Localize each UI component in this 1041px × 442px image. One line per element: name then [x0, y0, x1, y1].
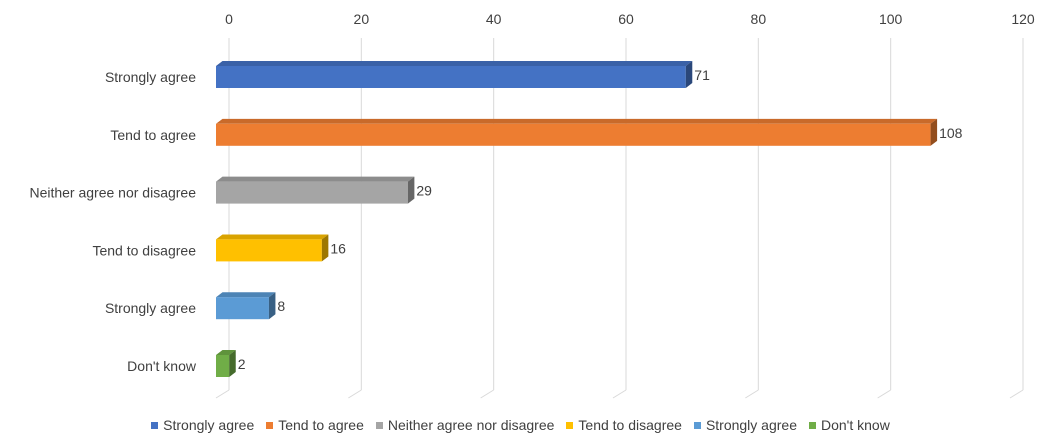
legend-label: Strongly agree [705, 417, 797, 433]
legend-swatch [375, 421, 383, 429]
legend-label: Strongly agree [163, 417, 255, 433]
bar-front-face [216, 66, 686, 88]
data-label: 16 [330, 240, 346, 256]
legend-item: Strongly agree [151, 417, 254, 433]
x-tick-label: 40 [486, 11, 502, 27]
x-tick-label: 80 [751, 11, 767, 27]
category-labels: Strongly agree Tend to agree Neither agree… [29, 69, 196, 374]
data-label: 2 [238, 356, 246, 372]
legend-swatch [566, 421, 574, 429]
category-label: Neither agree nor disagree [29, 185, 196, 201]
bar [216, 350, 236, 377]
bar-top-face [216, 61, 693, 66]
legend-label: Neither agree nor disagree [387, 417, 555, 433]
bar-front-face [216, 181, 408, 204]
x-tick-label: 0 [225, 11, 233, 27]
legend-swatch [809, 421, 816, 429]
legend-swatch [151, 421, 159, 429]
category-label: Don't know [127, 358, 197, 374]
gridline-floor [348, 389, 362, 399]
category-label: Strongly agree [105, 69, 196, 85]
category-label: Tend to disagree [92, 242, 196, 258]
data-label: 108 [939, 125, 963, 141]
data-label: 29 [416, 183, 432, 199]
bar-side-face [229, 350, 236, 377]
gridline-floor [1009, 389, 1024, 399]
legend: Strongly agree Tend to agree Neither agree… [0, 414, 1041, 436]
bar-side-face [268, 292, 276, 320]
bar-front-face [216, 297, 269, 320]
gridline-floor [877, 389, 891, 399]
bar-side-face [321, 234, 329, 262]
x-tick-label: 120 [1011, 11, 1035, 27]
bar [216, 61, 693, 88]
bar-top-face [216, 292, 276, 298]
gridlines [215, 38, 1024, 399]
bar-top-face [216, 350, 236, 355]
legend-item: Don't know [809, 417, 890, 433]
bar-front-face [216, 239, 322, 262]
legend-item: Tend to disagree [566, 417, 682, 433]
legend-label: Tend to disagree [578, 417, 682, 433]
data-label: 71 [694, 67, 710, 83]
gridline-floor [612, 389, 627, 399]
x-tick-label: 100 [879, 11, 903, 27]
bar-top-face [216, 234, 329, 240]
gridline-floor [745, 389, 759, 399]
legend-item: Tend to agree [266, 417, 364, 433]
bar-front-face [216, 355, 230, 377]
gridline-floor [480, 389, 494, 399]
legend-item: Strongly agree [693, 417, 797, 433]
x-tick-label: 20 [354, 11, 370, 27]
bar-side-face [685, 61, 693, 88]
data-labels: 71 108 29 16 8 2 [238, 67, 963, 372]
bar [216, 234, 329, 262]
bar-side-face [407, 176, 415, 204]
bars [216, 61, 938, 377]
bar [216, 118, 938, 146]
legend-item: Neither agree nor disagree [375, 417, 555, 433]
bar [216, 292, 276, 320]
gridline-floor [215, 389, 230, 399]
bar-top-face [216, 176, 415, 182]
legend-swatch [693, 421, 701, 429]
x-axis-ticks: 0 20 40 60 80 100 120 [225, 11, 1035, 27]
bar-top-face [216, 118, 938, 124]
legend-swatch [266, 421, 274, 429]
category-label: Tend to agree [110, 127, 196, 143]
category-label: Strongly agree [105, 300, 196, 316]
x-tick-label: 60 [618, 11, 634, 27]
legend-label: Don't know [821, 417, 890, 433]
data-label: 8 [277, 298, 285, 314]
bar-front-face [216, 123, 931, 146]
bar [216, 176, 415, 204]
bar-side-face [930, 118, 938, 146]
legend-label: Tend to agree [278, 417, 364, 433]
